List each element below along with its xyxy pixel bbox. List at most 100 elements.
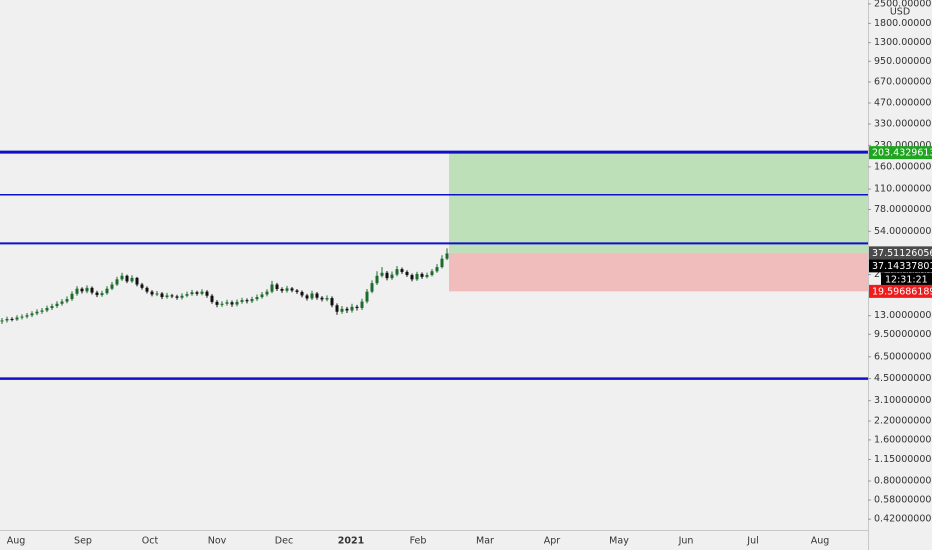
x-tick-label: Nov — [208, 536, 227, 547]
candle-body — [400, 269, 404, 272]
x-tick-label: Oct — [142, 536, 159, 547]
candle-body — [45, 308, 49, 311]
y-tick-label: 2500.00000000 — [874, 0, 932, 9]
candle-body — [100, 293, 104, 296]
countdown: 12:31:21 — [885, 274, 928, 285]
y-tick-label: 1300.00000000 — [874, 37, 932, 48]
candle-body — [5, 318, 9, 321]
stop-price-label-box — [869, 284, 932, 298]
currency-label: USD — [890, 7, 910, 18]
entry-price-label-box — [869, 246, 932, 260]
candle-body — [60, 301, 64, 304]
candle-body — [305, 295, 309, 299]
candle-body — [220, 303, 224, 305]
candle-body — [255, 297, 259, 300]
candle-body — [330, 298, 334, 306]
candle-body — [40, 310, 44, 312]
price-labels: 203.43296132 37.51126056 37.14337801 12:31:… — [869, 146, 932, 298]
target-price-label: 203.43296132 — [872, 148, 932, 159]
candle-body — [65, 299, 69, 302]
x-tick-label: May — [609, 536, 629, 547]
y-tick-label: 670.00000000 — [874, 76, 932, 87]
candle-body — [120, 275, 124, 280]
candle-body — [390, 274, 394, 279]
y-tick-label: 230.00000000 — [874, 140, 932, 151]
candle-body — [280, 288, 284, 291]
candle-body — [265, 291, 269, 295]
candle-body — [130, 277, 134, 282]
x-tick-label: Apr — [544, 536, 561, 547]
plot-area — [0, 150, 868, 380]
target-price-label-box — [869, 146, 932, 160]
candle-body — [10, 318, 14, 320]
candle-body — [90, 287, 94, 293]
candle-body — [170, 295, 174, 297]
candle-body — [275, 284, 279, 289]
candle-body — [35, 311, 39, 314]
entry-price-label: 37.51126056 — [872, 248, 932, 259]
candle-body — [115, 279, 119, 285]
candle-body — [205, 291, 209, 296]
candle-body — [250, 299, 254, 302]
candle-body — [410, 275, 414, 280]
candle-body — [435, 267, 439, 272]
candle-body — [240, 300, 244, 302]
candle-body — [195, 292, 199, 294]
candle-body — [425, 275, 429, 277]
y-tick-label: 54.00000000 — [874, 226, 932, 237]
candle-body — [340, 308, 344, 312]
x-tick-label: Dec — [275, 536, 293, 547]
candle-body — [215, 301, 219, 305]
candle-body — [140, 284, 144, 288]
candle-body — [85, 287, 89, 292]
x-tick-label: Feb — [410, 536, 427, 547]
y-tick-label: 470.00000000 — [874, 97, 932, 108]
countdown-box — [881, 272, 932, 286]
candle-body — [55, 303, 59, 307]
x-tick-label: Aug — [811, 536, 830, 547]
x-tick-label: Jun — [678, 536, 694, 547]
candle-body — [325, 298, 329, 300]
candle-body — [440, 258, 444, 268]
candle-body — [300, 291, 304, 296]
x-tick-label: Aug — [7, 536, 26, 547]
x-tick-label: Mar — [476, 536, 494, 547]
candle-body — [135, 277, 139, 285]
y-tick-label: 1.60000000 — [874, 434, 931, 445]
candle-body — [75, 288, 79, 294]
last-price-label: 37.14337801 — [872, 261, 932, 272]
candle-body — [445, 253, 449, 259]
candle-body — [395, 269, 399, 275]
candle-body — [50, 306, 54, 309]
candle-body — [260, 294, 264, 298]
y-tick-label: 0.80000000 — [874, 475, 931, 486]
candle-body — [310, 293, 314, 299]
candle-body — [105, 288, 109, 294]
y-tick-label: 0.58000000 — [874, 495, 931, 506]
last-price-label-box — [869, 259, 932, 273]
y-tick-label: 110.00000000 — [874, 184, 932, 195]
candle-body — [0, 320, 4, 322]
x-tick-label: Jul — [746, 536, 758, 547]
y-tick-label: 4.50000000 — [874, 373, 931, 384]
candle-body — [80, 288, 84, 292]
candle-body — [365, 291, 369, 302]
candle-body — [180, 295, 184, 298]
y-tick-label: 3.10000000 — [874, 395, 931, 406]
candle-body — [160, 293, 164, 298]
candle-body — [150, 291, 154, 295]
candle-body — [360, 301, 364, 309]
stop-price-label: 19.59686189 — [872, 286, 932, 297]
candle-body — [165, 295, 169, 298]
y-tick-label: 6.50000000 — [874, 351, 931, 362]
y-tick-label: 0.42000000 — [874, 514, 931, 525]
candle-body — [155, 293, 159, 295]
y-tick-label: 78.00000000 — [874, 204, 932, 215]
y-tick-label: 1800.00000000 — [874, 18, 932, 29]
candle-body — [335, 305, 339, 312]
candle-body — [20, 316, 24, 318]
candle-body — [405, 271, 409, 276]
x-tick-label: Sep — [74, 536, 92, 547]
y-tick-label: 1.15000000 — [874, 454, 931, 465]
